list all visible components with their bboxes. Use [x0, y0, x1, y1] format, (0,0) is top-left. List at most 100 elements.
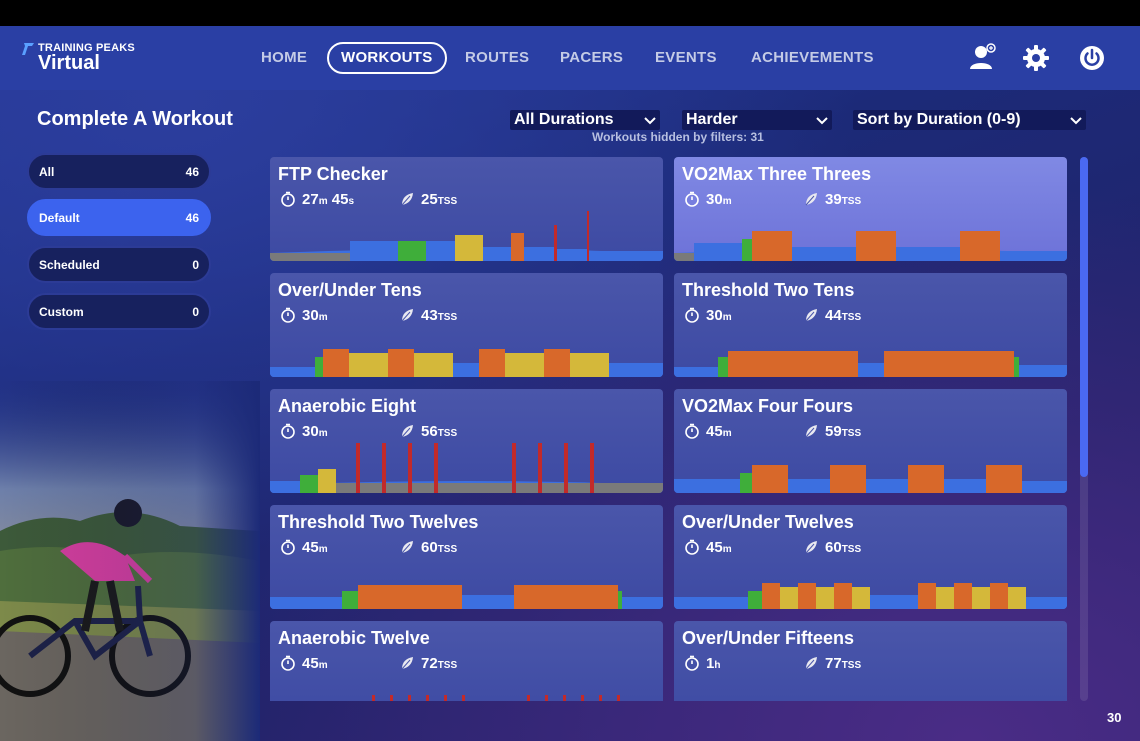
difficulty-dropdown[interactable]: Harder: [682, 110, 832, 130]
nav-pacers[interactable]: PACERS: [560, 49, 624, 66]
workout-tss-unit: TSS: [437, 312, 458, 323]
workout-time-unit: m: [318, 196, 328, 207]
interval-block: [545, 695, 548, 701]
interval-block: [544, 349, 570, 377]
scrollbar-thumb[interactable]: [1080, 157, 1088, 477]
cyclist-illustration: [0, 381, 260, 741]
workout-duration: 30m: [706, 191, 732, 208]
sort-dropdown-value: Sort by Duration (0-9): [857, 111, 1021, 128]
workout-tss-value: 60: [421, 539, 438, 556]
interval-block: [986, 465, 1022, 493]
workout-card[interactable]: Over/Under Tens 30m 43TSS: [270, 273, 663, 377]
workout-tss: 72TSS: [421, 655, 457, 672]
interval-block: [694, 243, 752, 261]
interval-block: [856, 231, 896, 261]
interval-block: [372, 695, 375, 701]
stopwatch-icon: [685, 191, 699, 207]
category-label: Custom: [39, 305, 84, 319]
workout-tss-value: 56: [421, 423, 438, 440]
nav-routes[interactable]: ROUTES: [465, 49, 530, 66]
nav-events[interactable]: EVENTS: [655, 49, 717, 66]
workout-time-unit: m: [722, 312, 732, 323]
nav-achievements[interactable]: ACHIEVEMENTS: [751, 49, 874, 66]
workout-profile-chart: [270, 349, 663, 377]
workout-title: Threshold Two Tens: [682, 280, 855, 300]
workout-tss-unit: TSS: [841, 544, 862, 555]
workout-card[interactable]: Over/Under Twelves 45m 60TSS: [674, 505, 1067, 609]
category-all-button[interactable]: All 46: [27, 153, 211, 190]
workout-duration: 45m: [706, 539, 732, 556]
interval-block: [270, 481, 300, 493]
category-label: All: [39, 165, 55, 179]
tss-leaf-icon: [401, 425, 413, 438]
interval-block: [617, 695, 620, 701]
workout-card[interactable]: Over/Under Fifteens 1h 77TSS: [674, 621, 1067, 701]
interval-block: [762, 583, 780, 609]
workout-title: VO2Max Three Threes: [682, 164, 872, 184]
chevron-down-icon: [1070, 117, 1082, 125]
nav-home[interactable]: HOME: [261, 49, 308, 66]
interval-block: [318, 469, 336, 493]
interval-block: [300, 475, 318, 493]
interval-block: [1022, 481, 1067, 493]
workout-card[interactable]: Anaerobic Eight 30m 56TSS: [270, 389, 663, 493]
workout-card[interactable]: FTP Checker 27m 45s 25TSS: [270, 157, 663, 261]
interval-block: [944, 479, 986, 493]
workout-time-extra: 45: [327, 191, 349, 208]
workout-card[interactable]: VO2Max Three Threes 30m 39TSS: [674, 157, 1067, 261]
workout-title: Over/Under Tens: [278, 280, 422, 300]
interval-block: [896, 247, 960, 261]
interval-block: [609, 363, 663, 377]
interval-block: [740, 473, 752, 493]
stopwatch-icon: [685, 307, 699, 323]
interval-block: [884, 351, 1014, 377]
workout-time-main: 1: [706, 655, 715, 672]
interval-block: [870, 595, 918, 609]
logo-bottom-text: Virtual: [38, 52, 100, 74]
profile-icon[interactable]: [966, 42, 998, 74]
interval-block: [426, 695, 429, 701]
nav-workouts[interactable]: WORKOUTS: [327, 42, 447, 74]
interval-block: [408, 695, 411, 701]
workout-title: FTP Checker: [278, 164, 388, 184]
sort-dropdown[interactable]: Sort by Duration (0-9): [853, 110, 1086, 130]
interval-block: [462, 695, 465, 701]
interval-block: [511, 233, 524, 261]
tss-leaf-icon: [805, 193, 817, 206]
duration-dropdown-value: All Durations: [514, 111, 614, 128]
category-count: 46: [185, 211, 199, 225]
gear-icon[interactable]: [1020, 42, 1052, 74]
page-title: Complete A Workout: [37, 108, 233, 130]
interval-block: [788, 479, 830, 493]
hidden-workouts-note: Workouts hidden by filters: 31: [592, 130, 764, 144]
interval-block: [270, 367, 315, 377]
workout-tss-unit: TSS: [437, 660, 458, 671]
duration-dropdown[interactable]: All Durations: [510, 110, 660, 130]
interval-block: [780, 587, 798, 609]
interval-block: [852, 587, 870, 609]
interval-block: [527, 695, 530, 701]
interval-block: [1008, 587, 1026, 609]
workout-time-main: 27: [302, 191, 319, 208]
interval-block: [358, 585, 462, 609]
workout-card[interactable]: Threshold Two Tens 30m 44TSS: [674, 273, 1067, 377]
workout-card[interactable]: Anaerobic Twelve 45m 72TSS: [270, 621, 663, 701]
category-default-button[interactable]: Default 46: [27, 199, 211, 236]
tss-leaf-icon: [805, 309, 817, 322]
logo-top-text: TRAINING PEAKS: [38, 42, 135, 54]
interval-block: [1000, 251, 1067, 261]
workout-duration: 45m: [302, 539, 328, 556]
workout-card[interactable]: VO2Max Four Fours 45m 59TSS: [674, 389, 1067, 493]
category-scheduled-button[interactable]: Scheduled 0: [27, 246, 211, 283]
interval-block: [516, 483, 538, 493]
chevron-down-icon: [644, 117, 656, 125]
power-icon[interactable]: [1076, 42, 1108, 74]
workout-time-unit: m: [318, 544, 328, 555]
workout-time-main: 45: [302, 655, 319, 672]
app-window: TRAINING PEAKS Virtual HOME WORKOUTS ROU…: [0, 26, 1140, 741]
workout-profile-chart: [270, 443, 663, 493]
workout-card[interactable]: Threshold Two Twelves 45m 60TSS: [270, 505, 663, 609]
category-custom-button[interactable]: Custom 0: [27, 293, 211, 330]
workout-tss-value: 72: [421, 655, 438, 672]
workout-tss-unit: TSS: [841, 428, 862, 439]
